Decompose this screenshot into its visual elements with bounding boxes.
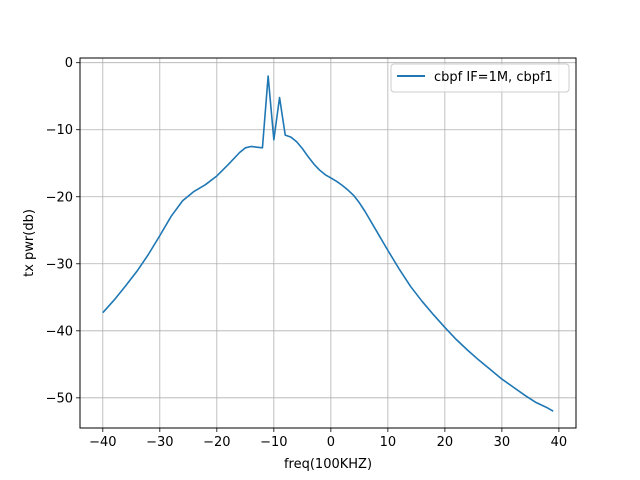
gridlines [80,58,576,428]
x-tick-label: −40 [89,435,116,450]
x-axis-label: freq(100KHZ) [284,457,372,472]
x-tick-label: −30 [146,435,173,450]
y-tick-label: −40 [46,324,73,339]
y-ticks: 0 −10 −20 −30 −40 −50 [46,56,80,406]
x-tick-label: 40 [551,435,568,450]
x-tick-label: −20 [203,435,230,450]
plot-frame [79,57,577,429]
x-tick-label: 30 [494,435,511,450]
legend: cbpf IF=1M, cbpf1 [390,63,570,93]
x-ticks: −40 −30 −20 −10 0 10 20 30 40 [89,428,567,450]
series-lines [102,75,554,412]
x-tick-label: −10 [260,435,287,450]
series-line [102,75,554,412]
y-tick-label: −10 [46,123,73,138]
legend-box [390,63,570,93]
x-tick-label: 20 [437,435,454,450]
x-tick-label: 0 [327,435,335,450]
legend-label: cbpf IF=1M, cbpf1 [434,70,553,85]
y-tick-label: 0 [65,56,73,71]
y-axis-label: tx pwr(db) [22,209,37,277]
y-tick-label: −30 [46,257,73,272]
y-tick-label: −20 [46,190,73,205]
x-tick-label: 10 [380,435,397,450]
y-tick-label: −50 [46,391,73,406]
